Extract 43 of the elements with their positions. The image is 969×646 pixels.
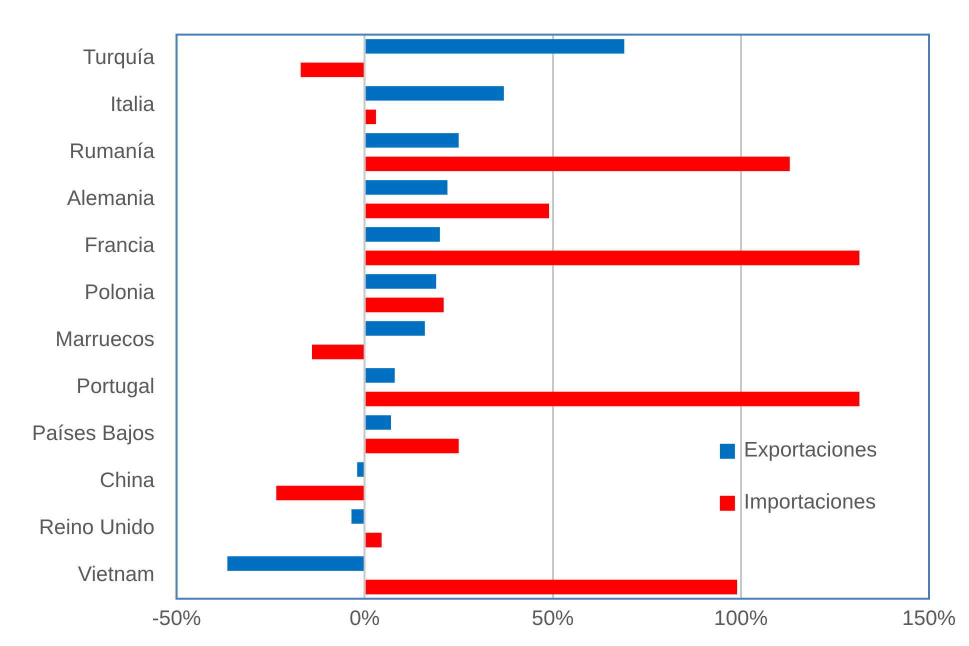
x-tick-label: -50%: [152, 607, 202, 630]
bar: [366, 368, 395, 383]
bar: [357, 462, 364, 477]
x-tick-label: 50%: [532, 607, 574, 630]
bar: [366, 298, 444, 312]
y-tick-label: Alemania: [67, 186, 155, 210]
bar: [366, 156, 790, 172]
y-tick-label: Países Bajos: [32, 422, 155, 446]
bar: [366, 180, 448, 195]
y-tick-label: Turquía: [82, 46, 155, 69]
y-tick-label: Vietnam: [78, 563, 155, 586]
y-tick-label: Francia: [84, 234, 155, 257]
bar: [312, 344, 364, 360]
x-tick-label: 0%: [349, 607, 380, 630]
bar: [366, 227, 440, 242]
y-tick-label: Polonia: [84, 280, 155, 304]
x-tick-label: 150%: [902, 607, 956, 630]
bar: [300, 62, 364, 78]
bar: [366, 532, 382, 548]
y-tick-label: Marruecos: [55, 328, 155, 352]
bar: [366, 86, 504, 101]
bar: [366, 204, 550, 218]
bar: [366, 250, 860, 266]
bar: [366, 438, 459, 454]
x-tick-label: 100%: [714, 607, 768, 630]
bar: [366, 274, 436, 289]
bar: [366, 133, 459, 148]
bar: [352, 509, 364, 524]
bar: [366, 580, 738, 594]
y-tick-label: China: [100, 469, 155, 492]
y-tick-label: Reino Unido: [38, 516, 155, 540]
y-tick-label: Portugal: [76, 375, 155, 398]
y-tick-label: Rumanía: [69, 140, 155, 163]
bar: [366, 415, 392, 430]
legend-label: Exportaciones: [744, 438, 878, 462]
y-tick-label: Italia: [110, 92, 155, 116]
bar: [366, 321, 425, 336]
bar: [227, 556, 364, 571]
bar: [276, 486, 364, 500]
bar: [366, 110, 376, 124]
legend-label: Importaciones: [744, 490, 876, 514]
bar: [366, 392, 860, 406]
bar: [366, 39, 624, 54]
